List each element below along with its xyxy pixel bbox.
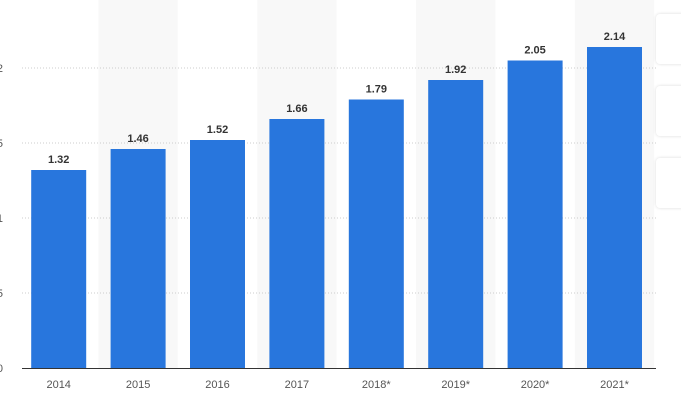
x-tick-label: 2018* [362,379,391,391]
x-tick-label: 2019* [441,379,470,391]
y-axis-labels: 0 .5 1 .5 2 [0,63,3,375]
bar[interactable] [269,119,325,368]
data-label: 1.79 [366,84,387,96]
x-tick-label: 2021* [600,379,629,391]
value-labels: 1.32 1.46 1.52 1.66 1.79 1.92 2.05 2.14 [48,31,626,166]
bar[interactable] [31,170,87,368]
bar[interactable] [348,99,404,369]
x-tick-label: 2020* [521,379,550,391]
data-label: 1.52 [207,124,228,136]
data-label: 2.14 [604,31,626,43]
bar[interactable] [587,47,642,368]
x-tick-label: 2014 [46,379,70,391]
data-label: 1.32 [48,154,69,166]
bar[interactable] [190,140,245,368]
x-tick-label: 2016 [205,379,229,391]
x-tick-label: 2017 [285,379,309,391]
side-widget-3[interactable] [656,158,681,208]
y-tick-label: 2 [0,63,3,75]
side-widget-1[interactable] [656,14,681,64]
y-tick-label: .5 [0,288,3,300]
bar[interactable] [428,80,484,368]
y-tick-label: 0 [0,363,3,375]
data-label: 1.66 [286,103,307,115]
y-tick-label: 1 [0,213,3,225]
side-widget-2[interactable] [656,86,681,136]
data-label: 2.05 [524,45,545,57]
y-tick-label: .5 [0,138,3,150]
bars [31,47,642,368]
data-label: 1.92 [445,64,466,76]
data-label: 1.46 [127,133,148,145]
bar[interactable] [110,149,166,368]
x-axis-labels: 2014 2015 2016 2017 2018* 2019* 2020* 2021* [46,379,629,391]
x-tick-label: 2015 [126,379,150,391]
bar[interactable] [507,60,563,369]
